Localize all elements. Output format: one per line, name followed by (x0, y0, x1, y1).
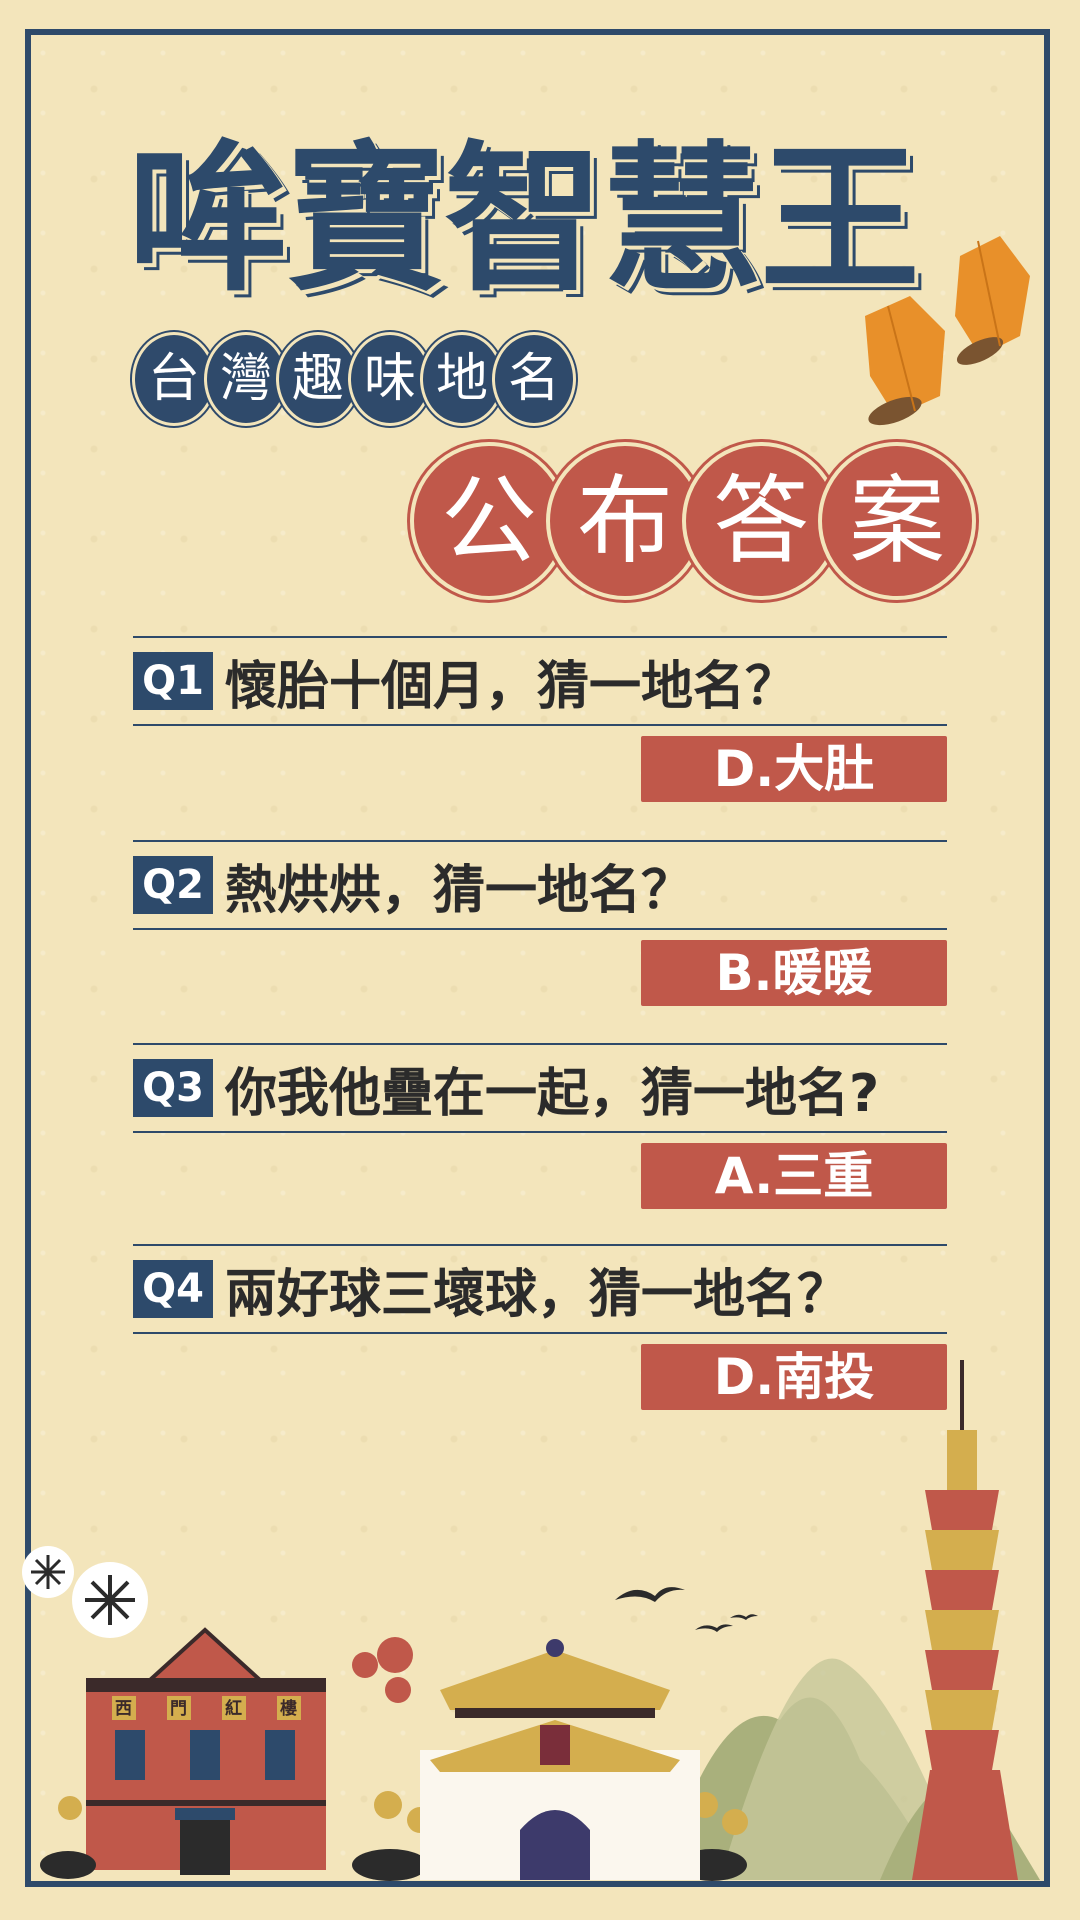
sign-char: 樓 (280, 1698, 297, 1719)
sign-char: 西 (115, 1699, 132, 1719)
subtitle-char: 名 (492, 332, 576, 426)
red-flower-icon (352, 1637, 413, 1703)
question-text: 懷胎十個月，猜一地名？ (225, 656, 798, 717)
subtitle-char: 趣 (276, 332, 360, 426)
divider (133, 724, 947, 726)
question-text: 你我他疊在一起，猜一地名? (225, 1063, 880, 1124)
question-block-2: Q2 熱烘烘，猜一地名？ B.暖暖 (133, 840, 947, 1006)
sign-char: 紅 (225, 1698, 242, 1719)
landmarks-illustration: 西 門 紅 樓 (22, 1360, 1040, 1881)
answer-badge: B.暖暖 (641, 940, 947, 1006)
page-title: 哞寶智慧王 (128, 126, 920, 313)
subtitle-char: 灣 (204, 332, 288, 426)
taipei-101-icon (912, 1360, 1018, 1880)
answer-badge: D.大肚 (641, 736, 947, 802)
divider (133, 1332, 947, 1334)
red-house-sign: 西 門 紅 樓 (112, 1696, 301, 1720)
reveal-char: 公 (410, 442, 568, 600)
subtitle-char: 味 (348, 332, 432, 426)
sky-lantern-icons (865, 236, 1030, 426)
question-block-4: Q4 兩好球三壞球，猜一地名？ D.南投 (133, 1244, 947, 1410)
red-house-icon (86, 1627, 326, 1875)
divider (133, 1244, 947, 1246)
sign-char: 門 (170, 1699, 187, 1719)
divider (133, 1131, 947, 1133)
lantern-icon (955, 236, 1030, 365)
reveal-char: 案 (818, 442, 976, 600)
question-block-1: Q1 懷胎十個月，猜一地名？ D.大肚 (133, 636, 947, 802)
question-tag: Q1 (133, 652, 213, 710)
reveal-answers-banner: 公 布 答 案 (410, 442, 976, 600)
flower-icon (22, 1546, 148, 1638)
question-text: 熱烘烘，猜一地名？ (225, 860, 694, 921)
subtitle-char: 台 (132, 332, 216, 426)
memorial-hall-icon (420, 1639, 700, 1880)
question-tag: Q3 (133, 1059, 213, 1117)
reveal-char: 布 (546, 442, 704, 600)
subtitle-char: 地 (420, 332, 504, 426)
question-tag: Q4 (133, 1260, 213, 1318)
divider (133, 1043, 947, 1045)
subtitle-beads: 台 灣 趣 味 地 名 (132, 332, 576, 426)
divider (133, 928, 947, 930)
lantern-icon (865, 296, 945, 426)
divider (133, 636, 947, 638)
answer-badge: D.南投 (641, 1344, 947, 1410)
reveal-char: 答 (682, 442, 840, 600)
question-block-3: Q3 你我他疊在一起，猜一地名? A.三重 (133, 1043, 947, 1209)
answer-badge: A.三重 (641, 1143, 947, 1209)
divider (133, 840, 947, 842)
birds-icon (615, 1587, 758, 1632)
question-text: 兩好球三壞球，猜一地名？ (225, 1264, 850, 1325)
question-tag: Q2 (133, 856, 213, 914)
